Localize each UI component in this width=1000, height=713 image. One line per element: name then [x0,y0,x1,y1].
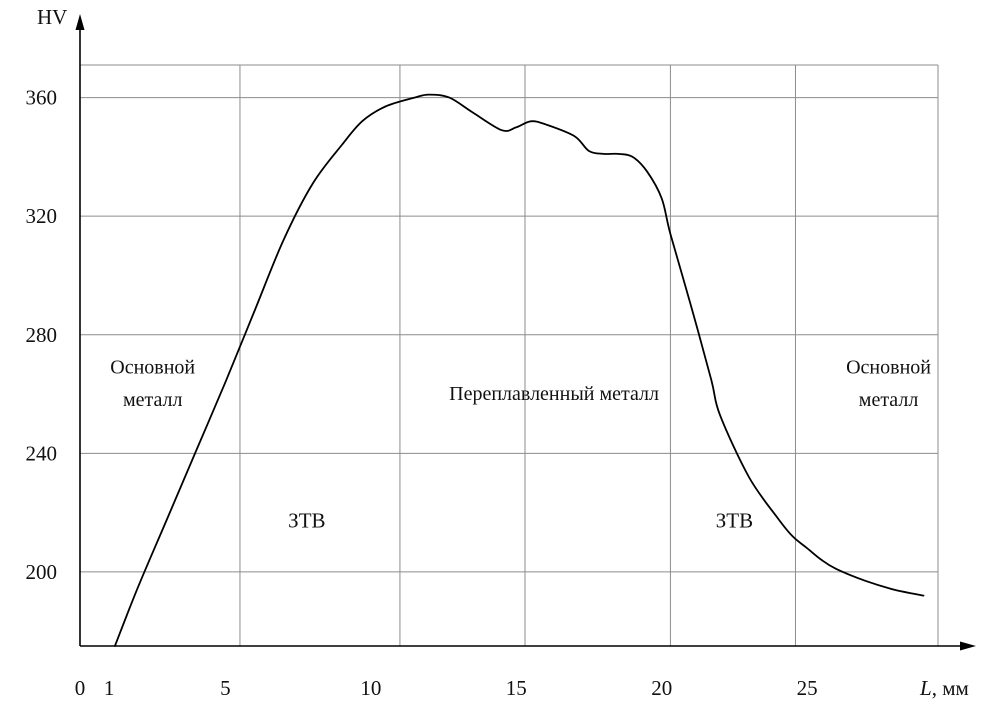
y-tick-label: 320 [26,204,58,228]
x-axis-var: L [919,676,932,700]
zone-label: ЗТВ [716,508,753,532]
x-tick-label: 0 [75,676,86,700]
x-tick-label: 5 [220,676,231,700]
series-line-0 [114,93,925,647]
x-tick-label: 10 [360,676,381,700]
y-tick-label: 360 [26,86,58,110]
y-tick-label: 200 [26,560,58,584]
series-group [114,93,925,647]
zone-label: Переплавленный металл [449,383,659,405]
x-axis-unit: , мм [932,676,969,700]
zone-label: ЗТВ [288,508,325,532]
grid [80,64,939,646]
zone-label: металл [859,389,919,411]
zone-label: металл [123,389,183,411]
x-tick-label: 25 [797,676,818,700]
y-tick-label: 240 [26,441,58,465]
y-axis-label: HV [37,5,67,29]
annotations: Основной металл Переплавленный металл Основ… [110,356,931,532]
zone-label: Основной [846,356,931,378]
x-tick-labels: 0 1 5 10 15 20 25 [75,676,818,700]
x-tick-label: 15 [506,676,527,700]
y-axis-arrow [75,14,85,30]
x-tick-label: 1 [104,676,115,700]
y-tick-labels: 200 240 280 320 360 [26,86,58,584]
x-axis-label: L, мм [919,676,969,700]
x-tick-label: 20 [651,676,672,700]
axes [75,14,976,651]
x-axis-arrow [960,641,976,651]
zone-label: Основной [110,356,195,378]
y-tick-label: 280 [26,323,58,347]
